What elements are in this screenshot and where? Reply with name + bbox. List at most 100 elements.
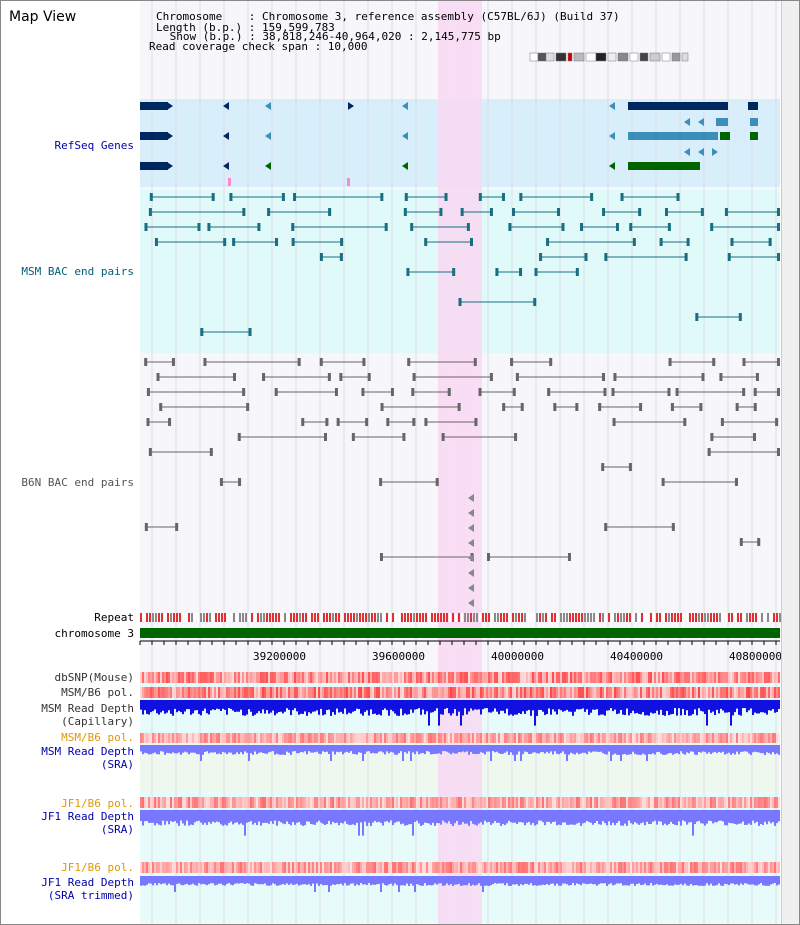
read-depth-bar [442,745,444,752]
polymorphism-mark [480,687,482,698]
read-depth-bar [560,700,562,711]
polymorphism-mark [488,687,490,698]
vertical-scrollbar[interactable] [781,0,800,925]
track-label-refseq[interactable]: RefSeq Genes [54,139,134,152]
polymorphism-mark [402,862,404,873]
bac-pair-end [710,433,714,441]
read-depth-bar [678,810,680,822]
bac-pair-end [546,238,550,246]
read-depth-bar [652,700,654,714]
bac-pair-end [146,418,150,426]
read-depth-bar [456,810,458,821]
gene-feature [716,118,728,126]
track-label-msm-b6-pol[interactable]: MSM/B6 pol. [61,686,134,699]
polymorphism-mark [526,687,528,698]
polymorphism-mark [422,733,424,743]
read-depth-bar [166,810,168,822]
bac-pair-end [146,388,150,396]
read-depth-bar [598,810,600,825]
polymorphism-mark [762,733,764,743]
polymorphism-mark [606,862,608,873]
track-label-jf1-b6-pol[interactable]: JF1/B6 pol. [61,797,134,810]
read-depth-bar [542,810,544,823]
read-depth-bar [576,810,578,824]
polymorphism-mark [324,862,326,873]
repeat-mark [278,613,280,622]
read-depth-bar [304,876,306,885]
read-depth-bar [164,810,166,825]
read-depth-bar [300,876,302,885]
polymorphism-mark [768,672,770,683]
polymorphism-mark [158,672,160,683]
repeat-mark [407,613,409,622]
polymorphism-mark [670,672,672,683]
polymorphism-mark [744,672,746,683]
read-depth-bar [432,810,434,823]
repeat-mark [302,613,304,622]
polymorphism-mark [644,797,646,808]
read-depth-bar [742,700,744,709]
bac-pair-end [547,388,551,396]
polymorphism-mark [274,862,276,873]
polymorphism-mark [496,733,498,743]
read-depth-bar [638,700,640,714]
read-depth-bar [326,810,328,825]
polymorphism-mark [204,797,206,808]
polymorphism-mark [672,672,674,683]
repeat-mark [611,613,613,622]
track-label-msm-depth-capillary[interactable]: MSM Read Depth [41,702,134,715]
polymorphism-mark [524,672,526,683]
track-label-jf1-b6-pol-2[interactable]: JF1/B6 pol. [61,861,134,874]
track-label-msm-b6-pol-2[interactable]: MSM/B6 pol. [61,731,134,744]
polymorphism-mark [412,862,414,873]
polymorphism-mark [382,687,384,698]
polymorphism-mark [550,797,552,808]
track-label-dbsnp[interactable]: dbSNP(Mouse) [54,671,134,684]
polymorphism-mark [436,862,438,873]
bac-pair-end [777,388,780,396]
polymorphism-mark [778,797,780,808]
polymorphism-mark [204,862,206,873]
read-depth-bar [410,745,412,761]
read-depth-bar [536,876,538,886]
polymorphism-mark [432,797,434,808]
polymorphism-mark [478,862,480,873]
polymorphism-mark [270,862,272,873]
track-label-jf1-depth-trimmed[interactable]: JF1 Read Depth [41,876,134,889]
polymorphism-mark [510,862,512,873]
read-depth-bar [434,810,436,826]
read-depth-bar [316,810,318,823]
polymorphism-mark [496,672,498,683]
read-depth-bar [540,876,542,886]
bac-pair-end [339,373,343,381]
track-label-msm-bac[interactable]: MSM BAC end pairs [21,265,134,278]
polymorphism-mark [380,687,382,698]
repeat-mark [590,613,592,622]
repeat-mark [542,613,544,622]
polymorphism-mark [414,672,416,683]
polymorphism-mark [152,733,154,743]
read-depth-bar [694,876,696,886]
read-depth-bar [420,700,422,715]
polymorphism-mark [744,687,746,698]
polymorphism-mark [450,862,452,873]
read-depth-bar [154,810,156,826]
polymorphism-mark [376,672,378,683]
read-depth-bar [680,876,682,884]
read-depth-bar [660,876,662,885]
bac-pair-end [466,223,470,231]
track-label-repeat[interactable]: Repeat [94,611,134,624]
chromosome-bar [140,628,780,638]
read-depth-bar [348,700,350,713]
track-label-jf1-depth-sra[interactable]: JF1 Read Depth [41,810,134,823]
polymorphism-mark [368,672,370,683]
read-depth-bar [360,700,362,714]
read-depth-bar [340,876,342,884]
repeat-mark [497,613,499,622]
track-label-msm-depth-sra[interactable]: MSM Read Depth [41,745,134,758]
read-depth-bar [538,700,540,710]
polymorphism-mark [708,733,710,743]
polymorphism-mark [438,733,440,743]
polymorphism-mark [276,672,278,683]
track-label-b6n-bac[interactable]: B6N BAC end pairs [21,476,134,489]
